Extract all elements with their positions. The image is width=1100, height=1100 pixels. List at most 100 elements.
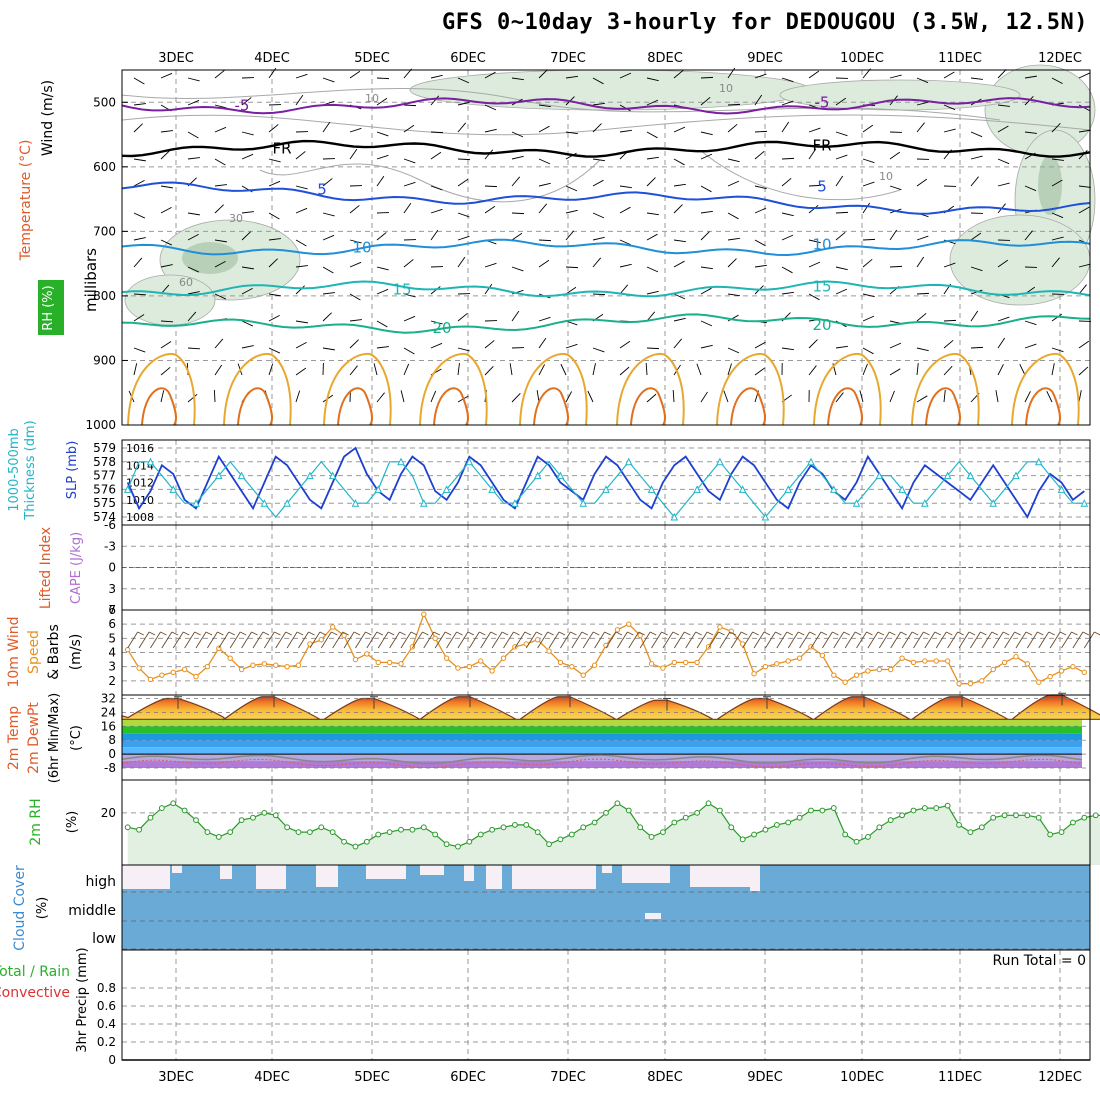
thickness-point — [784, 485, 793, 493]
surface-wind-barb — [366, 631, 378, 649]
surface-wind-barb — [389, 631, 401, 649]
surface-wind-barb-flag — [900, 631, 907, 636]
wind-barb — [484, 283, 493, 295]
thickness-point — [875, 471, 884, 480]
wind-barb — [457, 256, 466, 268]
surface-wind-barb-flag — [911, 631, 919, 636]
surface-wind-barb — [856, 631, 867, 649]
surface-wind-barb — [708, 631, 719, 649]
clear-sky-block — [420, 865, 444, 875]
wind-barb — [646, 131, 658, 139]
wind-speed-point — [979, 678, 985, 684]
surface-wind-barb-flag — [274, 631, 281, 636]
thickness-point — [670, 512, 679, 521]
thickness-point — [351, 499, 360, 507]
clear-sky-block — [122, 865, 170, 889]
wind-speed-point — [557, 659, 564, 666]
wind-barb — [592, 179, 604, 187]
wind-barb — [565, 343, 578, 349]
wind-barb — [484, 104, 497, 111]
wind-barb — [619, 185, 632, 189]
wind-barb — [538, 364, 546, 376]
surface-wind-barb-flag — [604, 631, 611, 636]
thickness-point — [442, 485, 451, 493]
surface-wind-barb — [514, 631, 526, 649]
wind-speed-point — [432, 635, 438, 642]
surface-wind-barb — [799, 631, 810, 649]
wind-speed-point — [443, 655, 450, 661]
wind-speed-point — [227, 655, 233, 661]
surface-wind-barb-flag — [467, 631, 475, 636]
thickness-point — [761, 512, 770, 521]
wind-barb — [538, 259, 550, 268]
surface-wind-barb — [207, 631, 218, 649]
wind-barb — [376, 154, 389, 160]
rh-point — [443, 841, 450, 848]
rh-point — [158, 805, 165, 811]
date-label-bottom: 4DEC — [254, 1070, 290, 1085]
wind-barb — [754, 367, 765, 376]
wind-barb — [889, 390, 895, 403]
temperature-contour-label: 10 — [352, 239, 371, 257]
wind-barb — [592, 347, 605, 353]
wind-speed-point — [933, 658, 939, 664]
thickness-point — [738, 485, 747, 493]
wind-barb — [295, 320, 308, 324]
clear-sky-block — [366, 865, 406, 879]
wind-barb — [592, 236, 605, 241]
wind-barb — [835, 154, 848, 160]
wind-barb — [376, 288, 389, 295]
rh-contour-label: 10 — [879, 170, 893, 183]
wind-barb — [646, 266, 659, 273]
surface-wind-barb — [935, 631, 947, 649]
rh-point — [580, 824, 587, 831]
temperature-contour-label: FR — [272, 140, 291, 158]
surface-wind-barb — [878, 631, 890, 649]
wind-barb — [1051, 123, 1061, 133]
thickness-point — [283, 499, 291, 507]
temperature-contour — [121, 280, 1091, 298]
wind-barb — [1024, 343, 1037, 349]
wind-speed-point — [136, 665, 142, 671]
wind-barb — [943, 339, 954, 349]
rh-point — [865, 834, 871, 840]
wind-barb — [430, 95, 440, 106]
wind-barb — [592, 123, 602, 133]
wind-barb — [400, 390, 405, 403]
surface-wind-barb — [309, 631, 321, 649]
thickness-point — [169, 485, 178, 493]
surface-wind-barb — [571, 631, 583, 649]
wind-barb — [403, 293, 416, 298]
wind-barb — [916, 312, 927, 322]
wind-barb — [160, 390, 165, 403]
stability-tick-label: -6 — [104, 518, 116, 532]
thickness-tick-label: 575 — [93, 496, 116, 510]
thickness-tick-label: 579 — [93, 441, 116, 455]
dewpoint-min-line — [121, 758, 1083, 769]
surface-wind-barb — [742, 631, 754, 649]
wind-barb — [700, 266, 713, 270]
wind-speed-point — [147, 676, 154, 683]
surface-wind-barb — [286, 631, 298, 649]
wind-speed-point — [364, 651, 370, 657]
surface-wind-barb — [218, 631, 230, 649]
wind-speed-point — [876, 666, 883, 673]
wind-axis-label: 10m Wind — [6, 616, 22, 687]
rh-point — [1058, 829, 1065, 836]
wind-speed-point — [660, 665, 666, 671]
surface-wind-barb-flag — [798, 631, 805, 636]
wind-barb — [727, 103, 741, 106]
wind-barb — [862, 202, 871, 214]
wind-barb — [133, 212, 146, 219]
wind-barb — [1078, 72, 1091, 79]
wind-barb — [727, 237, 740, 241]
temperature-contour-label: 10 — [812, 236, 831, 254]
wind-barb — [808, 127, 821, 133]
rh-point — [1013, 812, 1019, 819]
wind-barb — [916, 178, 928, 187]
wind-barb — [295, 341, 307, 349]
surface-wind-barb-flag — [251, 631, 258, 636]
rh-point — [193, 817, 199, 823]
surface-wind-barb — [685, 631, 697, 649]
surface-wind-barb-flag — [262, 631, 270, 636]
